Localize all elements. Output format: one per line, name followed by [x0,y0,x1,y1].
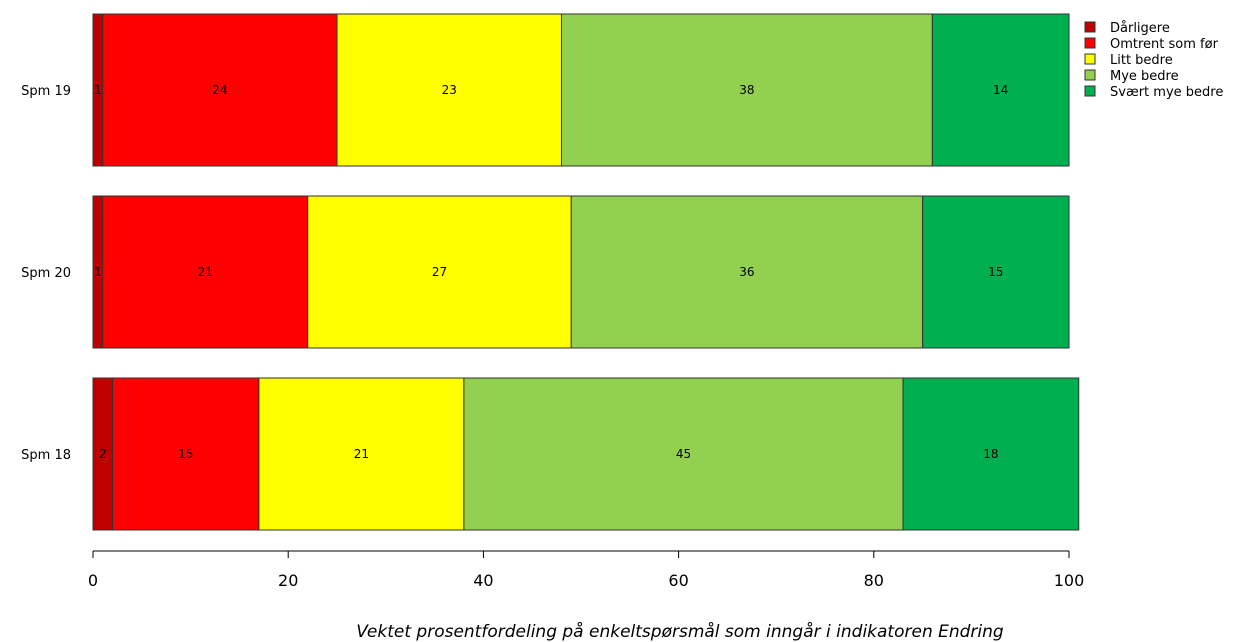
legend-label: Omtrent som før [1110,37,1219,52]
legend-label: Svært mye bedre [1110,85,1223,100]
bar-segment [307,195,572,349]
data-label: 38 [739,83,754,97]
bar-segment [102,195,309,349]
category-label: Spm 20 [21,266,71,281]
data-label: 15 [988,265,1003,279]
data-label: 18 [983,447,998,461]
data-label: 23 [442,83,457,97]
legend-swatch [1084,85,1096,97]
legend-swatch [1084,37,1096,49]
x-axis-label: Vektet prosentfordeling på enkeltspørsmå… [356,621,1004,642]
bar-segment [902,377,1080,531]
data-label: 15 [178,447,193,461]
bar-segment [931,13,1070,167]
legend-swatch [1084,69,1096,81]
data-label: 21 [198,265,213,279]
data-label: 14 [993,83,1008,97]
data-label: 21 [354,447,369,461]
category-label: Spm 19 [21,84,71,99]
bars-group: 1 24 23 38 14 1 21 27 36 15 2 15 21 45 18 [92,13,1080,531]
category-labels: Spm 19 Spm 20 Spm 18 [21,84,71,463]
legend-swatch [1084,21,1096,33]
x-tick-label: 0 [88,571,98,590]
data-label: 36 [739,265,754,279]
data-label: 1 [94,83,102,97]
bar-segment [336,13,562,167]
legend-label: Mye bedre [1110,69,1179,84]
x-tick-label: 20 [278,571,298,590]
legend-label: Dårligere [1110,21,1170,36]
bar-segment [463,377,904,531]
x-tick-label: 100 [1054,571,1085,590]
bar-segment [922,195,1070,349]
category-label: Spm 18 [21,448,71,463]
x-tick-label: 40 [473,571,493,590]
data-label: 27 [432,265,447,279]
bar-segment [258,377,465,531]
data-label: 1 [94,265,102,279]
x-axis: 0 20 40 60 80 100 [88,550,1085,590]
data-label: 45 [676,447,691,461]
bar-segment [112,377,260,531]
legend-swatch [1084,53,1096,65]
legend-label: Litt bedre [1110,53,1173,68]
bar-segment [570,195,924,349]
x-tick-label: 80 [864,571,884,590]
x-tick-label: 60 [668,571,688,590]
data-label: 2 [99,447,107,461]
data-label: 24 [212,83,227,97]
